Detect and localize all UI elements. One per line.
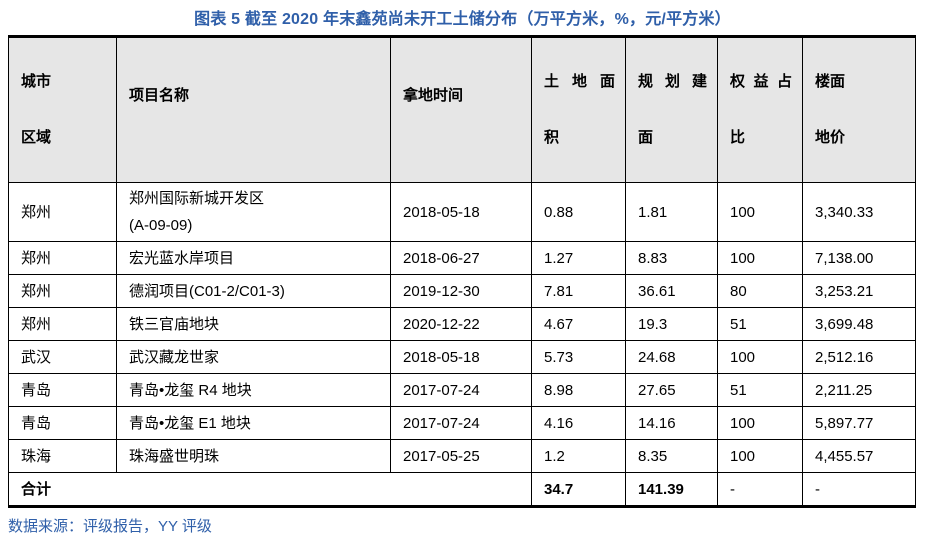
cell-land-area: 8.98	[531, 373, 626, 407]
cell-land-area: 4.16	[531, 406, 626, 440]
cell-city: 郑州	[8, 307, 117, 341]
cell-planned-gfa: 8.35	[625, 439, 718, 473]
col-header-equity-ratio: 权 益 占 比	[717, 36, 803, 183]
header-line: 积	[544, 129, 560, 146]
cell-acquisition-date: 2019-12-30	[390, 274, 532, 308]
cell-city: 青岛	[8, 406, 117, 440]
header-line: 楼面	[815, 73, 846, 90]
cell-floor-price: 7,138.00	[802, 241, 916, 275]
table-body: 郑州 郑州国际新城开发区 (A-09-09) 2018-05-18 0.88 1.81 1…	[8, 182, 916, 473]
cell-floor-price: 3,340.33	[802, 182, 916, 242]
header-line: 面	[638, 129, 654, 146]
table-row: 青岛 青岛•龙玺 R4 地块 2017-07-24 8.98 27.65 51 2,211.…	[8, 373, 916, 407]
cell-equity-ratio: 100	[717, 241, 803, 275]
header-line: 项目名称	[129, 87, 190, 104]
cell-land-area: 5.73	[531, 340, 626, 374]
table-row: 武汉 武汉藏龙世家 2018-05-18 5.73 24.68 100 2,512.16	[8, 340, 916, 374]
header-line: 规 划 建	[638, 73, 707, 90]
cell-project-name: 铁三官庙地块	[116, 307, 391, 341]
header-line: 拿地时间	[403, 87, 464, 104]
cell-acquisition-date: 2017-05-25	[390, 439, 532, 473]
cell-acquisition-date: 2020-12-22	[390, 307, 532, 341]
table-row: 郑州 德润项目(C01-2/C01-3) 2019-12-30 7.81 36.61 80…	[8, 274, 916, 308]
cell-acquisition-date: 2018-06-27	[390, 241, 532, 275]
header-line: 权 益 占	[730, 73, 792, 90]
total-planned-gfa: 141.39	[625, 472, 718, 507]
cell-project-name: 德润项目(C01-2/C01-3)	[116, 274, 391, 308]
cell-equity-ratio: 80	[717, 274, 803, 308]
header-line: 地价	[815, 129, 846, 146]
table-row: 郑州 宏光蓝水岸项目 2018-06-27 1.27 8.83 100 7,138.00	[8, 241, 916, 275]
cell-floor-price: 3,699.48	[802, 307, 916, 341]
total-land-area: 34.7	[531, 472, 626, 507]
figure-title: 图表 5 截至 2020 年末鑫苑尚未开工土储分布（万平方米，%，元/平方米）	[194, 11, 731, 28]
header-line: 城市	[21, 73, 52, 90]
cell-project-name: 武汉藏龙世家	[116, 340, 391, 374]
table-row: 珠海 珠海盛世明珠 2017-05-25 1.2 8.35 100 4,455.57	[8, 439, 916, 473]
col-header-planned-gfa: 规 划 建 面	[625, 36, 718, 183]
table-row: 郑州 郑州国际新城开发区 (A-09-09) 2018-05-18 0.88 1.81 1…	[8, 182, 916, 242]
cell-project-name: 郑州国际新城开发区 (A-09-09)	[116, 182, 391, 242]
cell-floor-price: 2,512.16	[802, 340, 916, 374]
total-label: 合计	[8, 472, 532, 507]
cell-city: 珠海	[8, 439, 117, 473]
cell-project-name: 珠海盛世明珠	[116, 439, 391, 473]
header-row: 城市 区域 项目名称 拿地时间 土 地 面 积	[8, 36, 916, 183]
cell-land-area: 7.81	[531, 274, 626, 308]
col-header-floor-price: 楼面 地价	[802, 36, 916, 183]
cell-acquisition-date: 2017-07-24	[390, 373, 532, 407]
cell-city: 武汉	[8, 340, 117, 374]
cell-planned-gfa: 1.81	[625, 182, 718, 242]
total-row: 合计 34.7 141.39 - -	[8, 472, 916, 507]
cell-equity-ratio: 100	[717, 182, 803, 242]
cell-city: 郑州	[8, 241, 117, 275]
cell-planned-gfa: 24.68	[625, 340, 718, 374]
header-line: 比	[730, 129, 746, 146]
cell-equity-ratio: 100	[717, 406, 803, 440]
cell-planned-gfa: 27.65	[625, 373, 718, 407]
col-header-project-name: 项目名称	[116, 36, 391, 183]
col-header-acquisition-date: 拿地时间	[390, 36, 532, 183]
cell-floor-price: 3,253.21	[802, 274, 916, 308]
header-line: 区域	[21, 129, 52, 146]
cell-equity-ratio: 100	[717, 439, 803, 473]
cell-planned-gfa: 36.61	[625, 274, 718, 308]
cell-acquisition-date: 2018-05-18	[390, 340, 532, 374]
cell-planned-gfa: 8.83	[625, 241, 718, 275]
cell-land-area: 0.88	[531, 182, 626, 242]
cell-project-name: 青岛•龙玺 E1 地块	[116, 406, 391, 440]
cell-project-name: 宏光蓝水岸项目	[116, 241, 391, 275]
table-container: 城市 区域 项目名称 拿地时间 土 地 面 积	[8, 35, 917, 508]
cell-project-name: 青岛•龙玺 R4 地块	[116, 373, 391, 407]
col-header-city-region: 城市 区域	[8, 36, 117, 183]
table-header: 城市 区域 项目名称 拿地时间 土 地 面 积	[8, 36, 916, 183]
cell-equity-ratio: 51	[717, 373, 803, 407]
col-header-land-area: 土 地 面 积	[531, 36, 626, 183]
cell-planned-gfa: 19.3	[625, 307, 718, 341]
cell-planned-gfa: 14.16	[625, 406, 718, 440]
cell-floor-price: 4,455.57	[802, 439, 916, 473]
cell-floor-price: 2,211.25	[802, 373, 916, 407]
cell-land-area: 1.2	[531, 439, 626, 473]
table-footer: 合计 34.7 141.39 - -	[8, 472, 916, 507]
cell-acquisition-date: 2018-05-18	[390, 182, 532, 242]
total-equity-ratio: -	[717, 472, 803, 507]
total-floor-price: -	[802, 472, 916, 507]
data-source: 数据来源：评级报告，YY 评级	[8, 518, 212, 535]
report-figure: 图表 5 截至 2020 年末鑫苑尚未开工土储分布（万平方米，%，元/平方米） …	[0, 5, 925, 536]
cell-city: 郑州	[8, 274, 117, 308]
cell-city: 青岛	[8, 373, 117, 407]
cell-equity-ratio: 100	[717, 340, 803, 374]
header-line: 土 地 面	[544, 73, 615, 90]
cell-land-area: 1.27	[531, 241, 626, 275]
cell-equity-ratio: 51	[717, 307, 803, 341]
cell-land-area: 4.67	[531, 307, 626, 341]
cell-acquisition-date: 2017-07-24	[390, 406, 532, 440]
land-reserves-table: 城市 区域 项目名称 拿地时间 土 地 面 积	[8, 35, 916, 508]
cell-floor-price: 5,897.77	[802, 406, 916, 440]
cell-city: 郑州	[8, 182, 117, 242]
table-row: 青岛 青岛•龙玺 E1 地块 2017-07-24 4.16 14.16 100 5,897…	[8, 406, 916, 440]
table-row: 郑州 铁三官庙地块 2020-12-22 4.67 19.3 51 3,699.48	[8, 307, 916, 341]
